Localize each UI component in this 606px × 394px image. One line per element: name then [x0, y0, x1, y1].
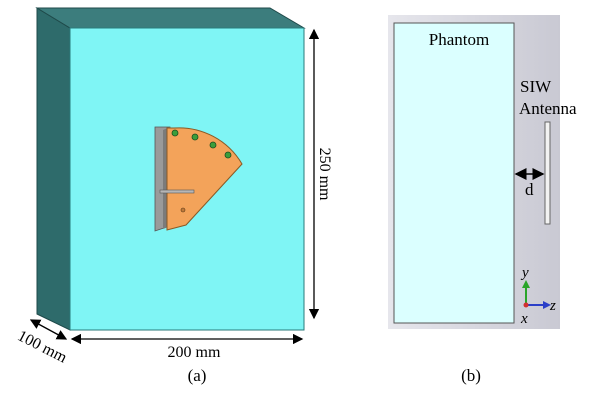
phantom-top-face: [35, 7, 306, 29]
dim-depth-arrow: [29, 319, 68, 340]
axis-z-label: z: [549, 298, 556, 314]
dim-depth-label: 100 mm: [15, 327, 70, 366]
via-hole: [191, 133, 199, 141]
distance-label: d: [525, 180, 534, 199]
axis-triad: y z x: [520, 265, 556, 327]
panel-b: Phantom SIW Antenna d y z x (b): [388, 15, 577, 385]
caption-a: (a): [188, 366, 207, 385]
phantom-label: Phantom: [429, 30, 489, 49]
siw-antenna-3d: [154, 126, 243, 232]
antenna-label-line2: Antenna: [519, 99, 577, 118]
via-hole: [224, 151, 232, 159]
dim-height-label: 250 mm: [316, 148, 333, 201]
caption-b: (b): [461, 366, 481, 385]
dim-width-label: 200 mm: [168, 344, 221, 361]
antenna-feed-line: [159, 189, 195, 194]
siw-antenna-side-view: [544, 121, 551, 225]
via-hole: [209, 141, 217, 149]
via-hole: [171, 129, 179, 137]
axis-y-label: y: [520, 265, 529, 281]
panel-a: 250 mm 200 mm 100 mm (a): [15, 7, 333, 385]
phantom-side-face: [36, 7, 71, 331]
antenna-sector-patch: [166, 127, 243, 231]
antenna-label-line1: SIW: [520, 77, 552, 96]
via-hole: [180, 207, 186, 213]
axis-x-label: x: [520, 311, 528, 327]
phantom-side-view: [393, 22, 515, 324]
